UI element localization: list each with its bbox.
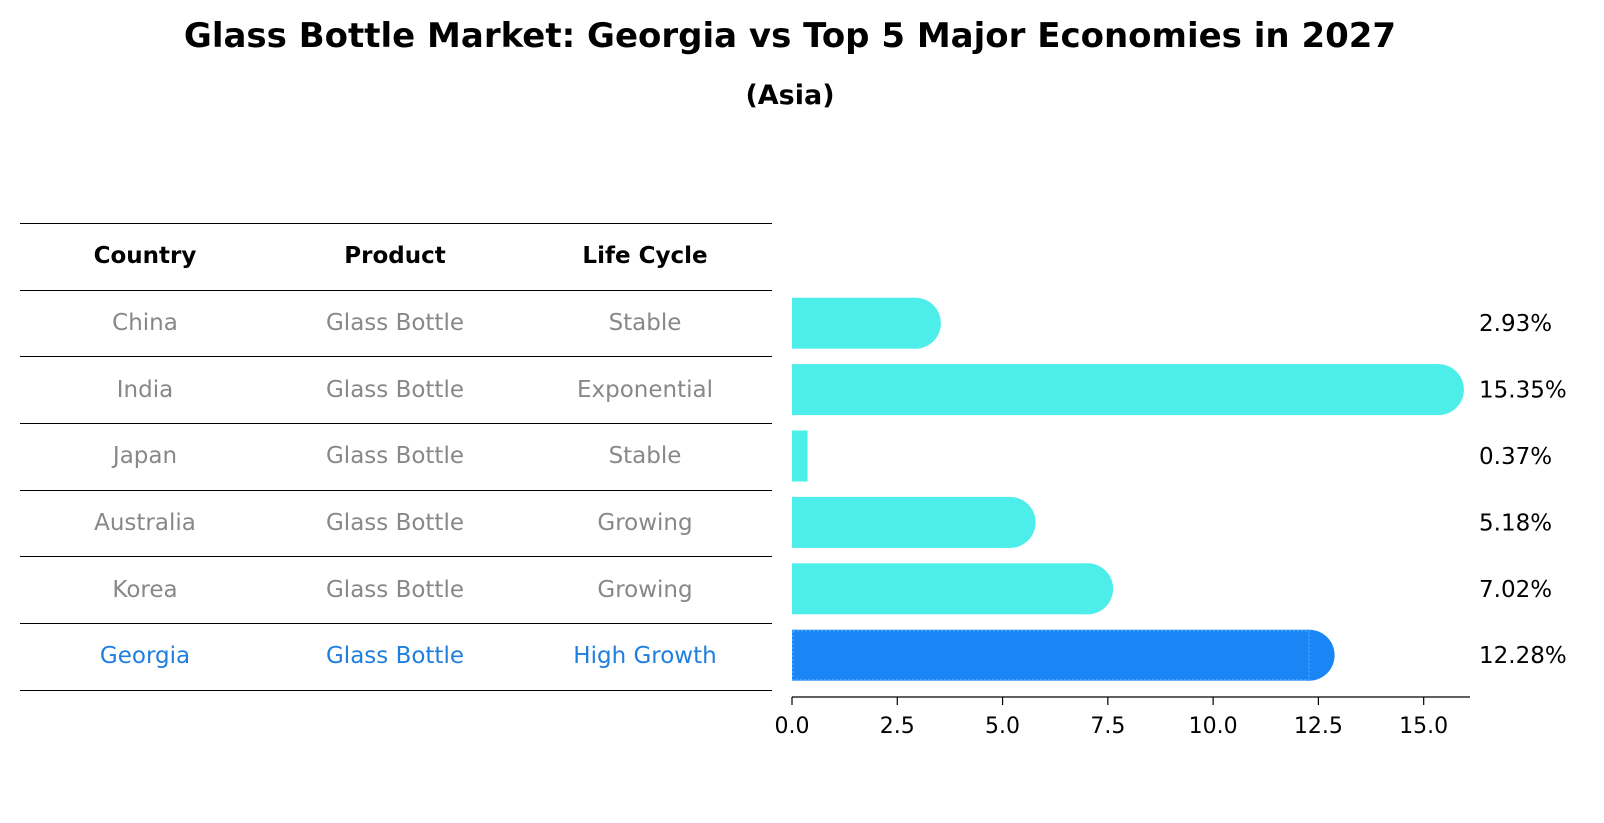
bar-china (792, 297, 941, 349)
bar-body (792, 563, 1088, 615)
bar-cap (1412, 364, 1464, 416)
x-tick-label: 0.0 (775, 714, 810, 739)
x-tick-label: 5.0 (985, 714, 1020, 739)
value-label: 12.28% (1479, 643, 1567, 669)
value-label: 2.93% (1479, 311, 1552, 337)
bar-body (792, 364, 1439, 416)
table-row: Japan Glass Bottle Stable (20, 423, 772, 490)
life-cycle-cell: Growing (597, 576, 693, 603)
product-cell: Glass Bottle (325, 510, 464, 537)
bar-cap (1062, 563, 1114, 615)
chart-subtitle: (Asia) (745, 80, 835, 111)
bar-body (792, 496, 1011, 548)
country-cell: India (116, 376, 174, 403)
bar-outline (792, 629, 1310, 681)
table-header-row: Country Product Life Cycle (20, 223, 772, 290)
country-cell: China (112, 310, 178, 337)
x-tick-label: 10.0 (1189, 714, 1238, 739)
bar-body (792, 629, 1310, 681)
country-cell: Korea (112, 576, 178, 603)
value-label: 7.02% (1479, 577, 1552, 603)
chart-title: Glass Bottle Market: Georgia vs Top 5 Ma… (183, 16, 1397, 56)
header-country: Country (93, 243, 197, 270)
x-tick-label: 2.5 (880, 714, 915, 739)
value-label: 15.35% (1479, 378, 1567, 404)
header-life-cycle: Life Cycle (582, 243, 708, 270)
value-label: 5.18% (1479, 510, 1552, 536)
life-cycle-cell: Stable (608, 443, 682, 470)
bar-georgia (792, 629, 1335, 681)
x-tick-label: 15.0 (1399, 714, 1448, 739)
country-cell: Australia (94, 510, 196, 537)
life-cycle-cell: High Growth (573, 643, 717, 670)
life-cycle-cell: Exponential (576, 376, 713, 403)
life-cycle-cell: Stable (608, 310, 682, 337)
x-tick-label: 7.5 (1090, 714, 1125, 739)
bar-india (792, 364, 1464, 416)
bar-korea (792, 563, 1114, 615)
product-cell: Glass Bottle (325, 576, 464, 603)
bar-japan (792, 430, 808, 482)
table-row: Korea Glass Bottle Growing (20, 556, 772, 623)
header-product: Product (344, 243, 446, 270)
value-label: 0.37% (1479, 444, 1552, 470)
product-cell: Glass Bottle (325, 376, 464, 403)
bar-body (792, 430, 808, 482)
table-row: China Glass Bottle Stable (20, 289, 772, 357)
country-cell: Japan (112, 443, 178, 470)
country-cell: Georgia (99, 643, 191, 670)
country-table: Country Product Life Cycle China Glass B… (20, 223, 772, 691)
product-cell: Glass Bottle (325, 310, 464, 337)
table-row-highlight: Georgia Glass Bottle High Growth (20, 623, 772, 691)
product-cell: Glass Bottle (325, 643, 464, 670)
bar-cap (889, 297, 941, 349)
x-tick-label: 12.5 (1294, 714, 1343, 739)
life-cycle-cell: Growing (597, 510, 693, 537)
table-row: Australia Glass Bottle Growing (20, 489, 772, 557)
bar-australia (792, 496, 1036, 548)
bar-cap (984, 496, 1036, 548)
product-cell: Glass Bottle (325, 443, 464, 470)
table-row: India Glass Bottle Exponential (20, 356, 772, 423)
